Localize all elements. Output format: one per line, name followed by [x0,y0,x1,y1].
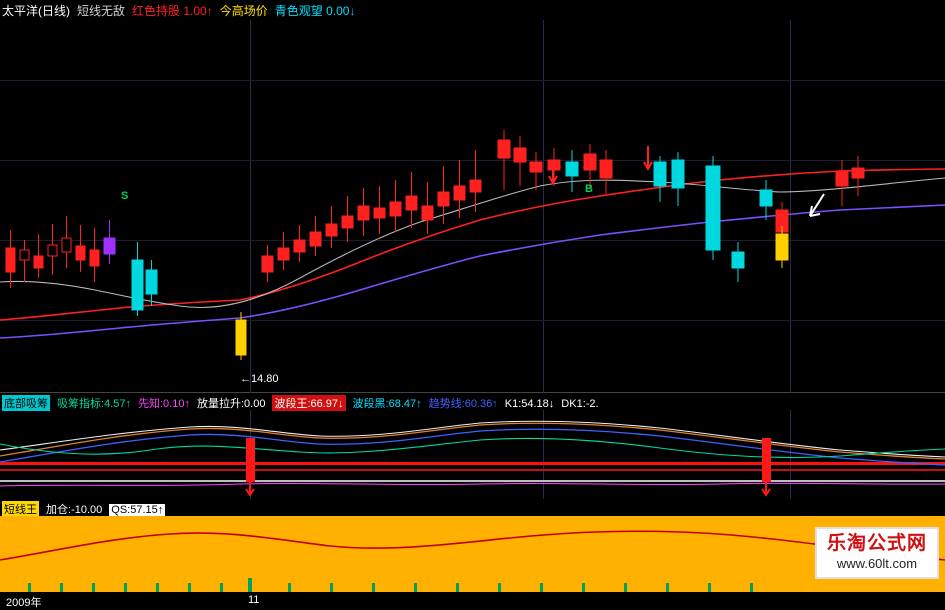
sub1-header: 底部吸筹 吸筹指标:4.57↑ 先知:0.10↑ 放量拉升:0.00 波段王:66.97… [2,395,945,411]
price-arrow-icon: ← [240,373,251,385]
indicator-name: 短线无敌 [77,4,126,18]
watermark: 乐淘公式网 www.60lt.com [814,526,939,579]
price-annotation-value: 14.80 [251,373,279,385]
sub1-item-qushixian-value: 60.36 [464,398,493,410]
header-item-cyan-watch-value: 0.00 [326,4,350,18]
sub1-band-red-2 [0,469,945,471]
arrow-up-icon: ↑ [206,4,213,18]
sub1-item-dk1-label: DK1 [561,398,583,410]
sub1-signal-bar [246,438,255,482]
sub1-item-boduanwang-value: 66.97 [310,398,339,410]
sub1-item-xichou-label: 吸筹指标 [57,398,101,410]
sub1-line-magenta [0,482,945,487]
sub2-background [0,516,945,592]
sub1-item-boduanwang: 波段王:66.97↓ [272,395,346,411]
short-line-king-panel[interactable]: 短线王 加仓:-10.00 QS:57.15↑ [0,500,945,592]
sub1-item-xianzhi-value: 0.10 [163,398,185,410]
signal-arrows [548,146,825,217]
main-chart-header: 太平洋(日线) 短线无敌 红色持股 1.00↑ 今高场价 青色观望 0.00↓ [0,0,945,20]
sub1-item-fangliang-value: 0.00 [244,398,266,410]
main-chart-svg [0,20,945,393]
sub2-item-jiacang-label: 加仓 [46,504,68,516]
header-item-high-label: 今高场价 [219,4,268,18]
window-title: 太平洋(日线) [2,4,70,18]
header-item-red-hold-label: 红色持股 [132,4,181,18]
ma-line-red [0,168,945,321]
sub1-item-k1-value: 54.18 [521,398,549,410]
sub2-header: 短线王 加仓:-10.00 QS:57.15↑ [2,501,945,517]
header-item-red-hold-value: 1.00 [183,4,207,18]
sub1-line-green [0,437,945,459]
sub1-line-blue [0,428,945,466]
marker-buy-b: B [585,183,593,195]
ma-line-purple [0,204,945,339]
main-header-row: 太平洋(日线) 短线无敌 红色持股 1.00↑ 今高场价 青色观望 0.00↓ [2,2,355,19]
sub2-item-qs: QS:57.15↑ [109,504,166,516]
sub1-item-xianzhi-label: 先知 [137,398,160,410]
time-axis: 2009年 11 [0,592,945,609]
sub1-item-boduanhei-label: 波段黑 [352,398,386,410]
sub2-name: 短线王 [2,501,39,517]
arrow-down-icon: ↓ [349,4,356,18]
sub1-band-grey [0,480,945,482]
sub1-item-boduanhei-value: 68.47 [388,398,417,410]
price-annotation: ←14.80 [240,373,279,385]
sub1-item-fangliang-label: 放量拉升 [196,398,241,410]
sub1-signal-arrow-icon [245,482,255,497]
sub2-chart-svg [0,516,945,592]
sub1-line-orange [0,422,945,460]
marker-sell-s: S [121,190,129,202]
sub1-line-white [0,420,945,458]
watermark-title: 乐淘公式网 [826,532,927,554]
axis-tick-2009: 2009年 [6,597,42,609]
sub2-item-jiacang-value: -10.00 [71,504,103,516]
sub1-item-dk1-value: -2. [585,398,599,410]
sub1-signal-arrow-icon [761,482,771,497]
sub1-band-red-1 [0,462,945,465]
axis-tick-11: 11 [248,594,260,606]
sub1-item-k1-label: K1 [504,398,519,410]
sub1-chart-svg [0,410,945,499]
sub2-item-qs-label: QS [111,504,128,516]
sub2-item-qs-value: 57.15 [130,504,158,516]
sub1-item-xichou-value: 4.57 [104,398,126,410]
watermark-url: www.60lt.com [836,555,918,571]
sub1-name: 底部吸筹 [2,395,50,411]
candle-series [5,130,865,360]
sub2-tick-marks [28,578,753,592]
bottom-accumulation-panel[interactable]: 底部吸筹 吸筹指标:4.57↑ 先知:0.10↑ 放量拉升:0.00 波段王:66.97… [0,394,945,499]
sub1-item-qushixian-label: 趋势线 [428,398,462,410]
sub1-signal-bar [762,438,771,482]
main-price-panel[interactable]: S B ←14.80 [0,20,945,393]
header-item-cyan-watch-label: 青色观望 [274,4,323,18]
sub1-item-boduanwang-label: 波段王 [274,398,308,410]
